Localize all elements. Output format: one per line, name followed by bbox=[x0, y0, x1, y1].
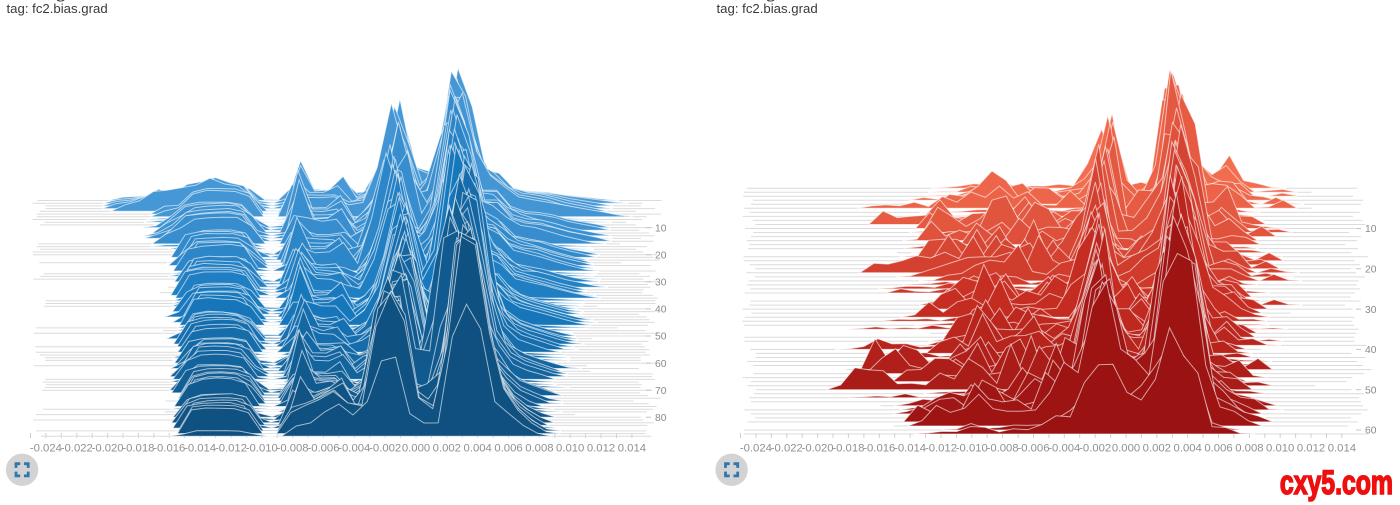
svg-text:-0.014: -0.014 bbox=[894, 442, 926, 454]
svg-text:0.012: 0.012 bbox=[587, 442, 615, 454]
svg-text:-0.010: -0.010 bbox=[956, 442, 988, 454]
svg-text:-0.020: -0.020 bbox=[92, 442, 124, 454]
svg-text:-0.022: -0.022 bbox=[771, 442, 803, 454]
svg-text:-0.012: -0.012 bbox=[215, 442, 247, 454]
svg-text:-0.018: -0.018 bbox=[832, 442, 864, 454]
svg-text:70: 70 bbox=[655, 386, 667, 397]
svg-text:0.012: 0.012 bbox=[1297, 442, 1325, 454]
svg-text:0.008: 0.008 bbox=[525, 442, 553, 454]
svg-text:0.006: 0.006 bbox=[1204, 442, 1232, 454]
svg-text:20: 20 bbox=[1365, 265, 1377, 276]
svg-text:-0.002: -0.002 bbox=[369, 442, 401, 454]
svg-text:40: 40 bbox=[655, 305, 667, 316]
svg-text:-0.012: -0.012 bbox=[925, 442, 957, 454]
svg-text:0.010: 0.010 bbox=[1266, 442, 1294, 454]
svg-text:-0.016: -0.016 bbox=[863, 442, 895, 454]
svg-text:0.014: 0.014 bbox=[618, 442, 646, 454]
svg-text:30: 30 bbox=[655, 278, 667, 289]
svg-text:0.004: 0.004 bbox=[464, 442, 492, 454]
svg-text:-0.006: -0.006 bbox=[1017, 442, 1049, 454]
svg-text:-0.014: -0.014 bbox=[184, 442, 216, 454]
svg-text:-0.024: -0.024 bbox=[740, 442, 772, 454]
svg-text:80: 80 bbox=[655, 413, 667, 424]
svg-text:10: 10 bbox=[655, 223, 667, 234]
svg-text:60: 60 bbox=[655, 359, 667, 370]
svg-text:-0.010: -0.010 bbox=[246, 442, 278, 454]
svg-text:-0.022: -0.022 bbox=[61, 442, 93, 454]
svg-text:0.010: 0.010 bbox=[556, 442, 584, 454]
svg-text:20: 20 bbox=[655, 250, 667, 261]
svg-text:tag: fc2.bias.grad: tag: fc2.bias.grad bbox=[717, 1, 818, 16]
svg-text:-0.006: -0.006 bbox=[307, 442, 339, 454]
svg-text:-0.004: -0.004 bbox=[338, 442, 370, 454]
svg-text:-0.008: -0.008 bbox=[987, 442, 1019, 454]
svg-text:0.002: 0.002 bbox=[433, 442, 461, 454]
svg-text:0.000: 0.000 bbox=[1112, 442, 1140, 454]
svg-text:0.008: 0.008 bbox=[1235, 442, 1263, 454]
svg-text:0.006: 0.006 bbox=[494, 442, 522, 454]
svg-text:30: 30 bbox=[1365, 305, 1377, 316]
svg-text:60: 60 bbox=[1365, 426, 1377, 437]
svg-text:-0.024: -0.024 bbox=[30, 442, 62, 454]
svg-text:10: 10 bbox=[1365, 224, 1377, 235]
svg-text:-0.018: -0.018 bbox=[122, 442, 154, 454]
svg-text:0.002: 0.002 bbox=[1143, 442, 1171, 454]
svg-text:40: 40 bbox=[1365, 345, 1377, 356]
svg-text:-0.016: -0.016 bbox=[153, 442, 185, 454]
svg-text:-0.020: -0.020 bbox=[802, 442, 834, 454]
svg-text:50: 50 bbox=[1365, 385, 1377, 396]
svg-text:g: g bbox=[56, 0, 67, 2]
svg-text:0.000: 0.000 bbox=[402, 442, 430, 454]
svg-text:-0.002: -0.002 bbox=[1079, 442, 1111, 454]
svg-text:-0.008: -0.008 bbox=[277, 442, 309, 454]
svg-text:cxy5.com: cxy5.com bbox=[1280, 464, 1393, 502]
svg-text:0.014: 0.014 bbox=[1328, 442, 1356, 454]
svg-text:g: g bbox=[766, 0, 777, 2]
svg-text:tag: fc2.bias.grad: tag: fc2.bias.grad bbox=[7, 1, 108, 16]
svg-text:0.004: 0.004 bbox=[1174, 442, 1202, 454]
svg-text:-0.004: -0.004 bbox=[1048, 442, 1080, 454]
svg-text:50: 50 bbox=[655, 332, 667, 343]
